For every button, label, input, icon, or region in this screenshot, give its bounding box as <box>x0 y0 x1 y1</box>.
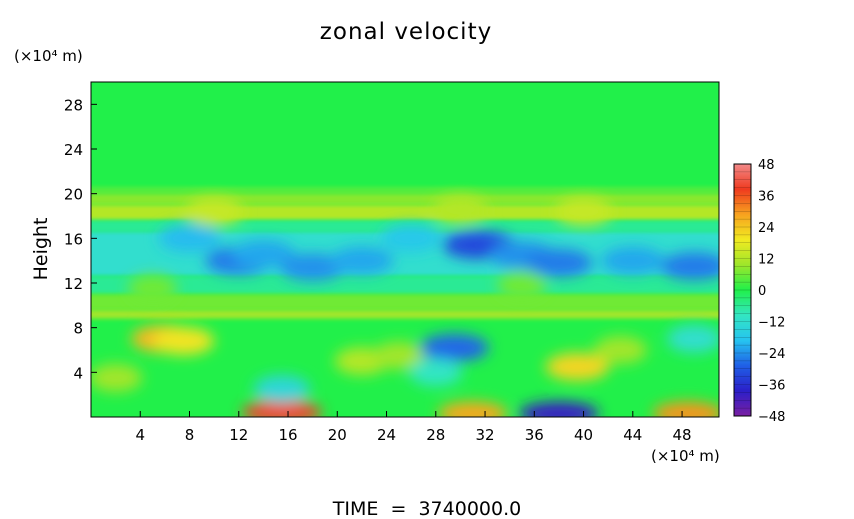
x-tick-label: 28 <box>426 426 445 444</box>
heatmap-feature <box>666 324 719 353</box>
x-axis-ticks: 4 8 12 16 20 24 28 32 36 40 44 48 <box>135 411 692 444</box>
heatmap-band <box>91 186 719 194</box>
y-tick-label: 28 <box>64 96 83 114</box>
y-tick-label: 8 <box>73 320 83 338</box>
heatmap-feature <box>231 239 296 268</box>
colorbar-tick-label: 12 <box>758 253 775 268</box>
x-tick-label: 44 <box>623 426 642 444</box>
colorbar-tick-label: 24 <box>758 221 775 236</box>
heatmap-feature <box>433 195 488 224</box>
colorbar-tick-label: −36 <box>758 379 785 394</box>
x-tick-label: 48 <box>673 426 692 444</box>
x-tick-label: 20 <box>328 426 347 444</box>
heatmap-feature <box>241 400 322 417</box>
x-tick-label: 36 <box>525 426 544 444</box>
colorbar-tick-label: −12 <box>758 316 785 331</box>
colorbar-frame <box>733 163 752 417</box>
heatmap-feature <box>372 341 426 370</box>
colorbar-divisions <box>734 171 751 409</box>
colorbar-tick-labels: 48 36 24 12 0 −12 −24 −36 −48 <box>758 158 785 425</box>
heatmap-feature <box>253 375 311 404</box>
heatmap-feature <box>600 246 665 275</box>
heatmap-feature <box>158 224 221 253</box>
heatmap-feature <box>330 246 394 275</box>
x-tick-label: 16 <box>278 426 297 444</box>
heatmap-band <box>91 309 719 319</box>
colorbar-tick-label: 0 <box>758 284 766 299</box>
colorbar-tick-label: 48 <box>758 158 775 173</box>
heatmap-feature <box>518 401 599 417</box>
heatmap-feature <box>152 327 215 356</box>
heatmap-feature <box>381 224 442 253</box>
colorbar: 48 36 24 12 0 −12 −24 −36 −48 <box>733 158 785 425</box>
x-tick-label: 40 <box>574 426 593 444</box>
x-tick-label: 4 <box>135 426 145 444</box>
heatmap-band <box>91 193 719 205</box>
y-axis-label: Height <box>30 218 52 281</box>
x-unit-label: (×10⁴ m) <box>651 447 720 465</box>
colorbar-tick-label: −48 <box>758 410 785 425</box>
chart-title: zonal velocity <box>320 19 492 45</box>
heatmap-feature <box>593 336 647 364</box>
time-footer: TIME = 3740000.0 <box>332 498 521 519</box>
colorbar-tick-label: −24 <box>758 347 785 362</box>
heatmap-feature <box>652 401 719 417</box>
heatmap-feature <box>409 358 463 387</box>
heatmap-feature <box>185 197 243 226</box>
heatmap-feature <box>279 253 346 282</box>
heatmap-area <box>91 82 719 417</box>
heatmap-feature <box>545 352 610 381</box>
x-tick-label: 8 <box>185 426 195 444</box>
heatmap-feature <box>525 248 593 277</box>
heatmap-feature <box>555 197 612 226</box>
heatmap-band <box>91 294 719 310</box>
heatmap-feature <box>91 363 143 392</box>
heatmap-feature <box>419 333 489 362</box>
colorbar-tick-label: 36 <box>758 190 775 205</box>
heatmap-band <box>91 276 719 295</box>
heatmap-features <box>91 195 719 417</box>
y-tick-label: 20 <box>64 186 83 204</box>
x-tick-label: 24 <box>377 426 396 444</box>
heatmap-feature <box>127 274 178 303</box>
x-tick-label: 32 <box>475 426 494 444</box>
heatmap-feature <box>438 401 508 417</box>
y-unit-label: (×10⁴ m) <box>14 47 83 65</box>
y-tick-label: 12 <box>64 275 83 293</box>
plot-frame <box>90 81 720 418</box>
heatmap-feature <box>660 252 719 281</box>
heatmap-band <box>91 204 719 221</box>
y-tick-label: 4 <box>73 364 83 382</box>
x-tick-label: 12 <box>229 426 248 444</box>
y-tick-label: 16 <box>64 230 83 248</box>
heatmap-feature <box>497 271 547 300</box>
y-tick-label: 24 <box>64 141 83 159</box>
y-axis-ticks: 4 8 12 16 20 24 28 <box>64 96 97 382</box>
